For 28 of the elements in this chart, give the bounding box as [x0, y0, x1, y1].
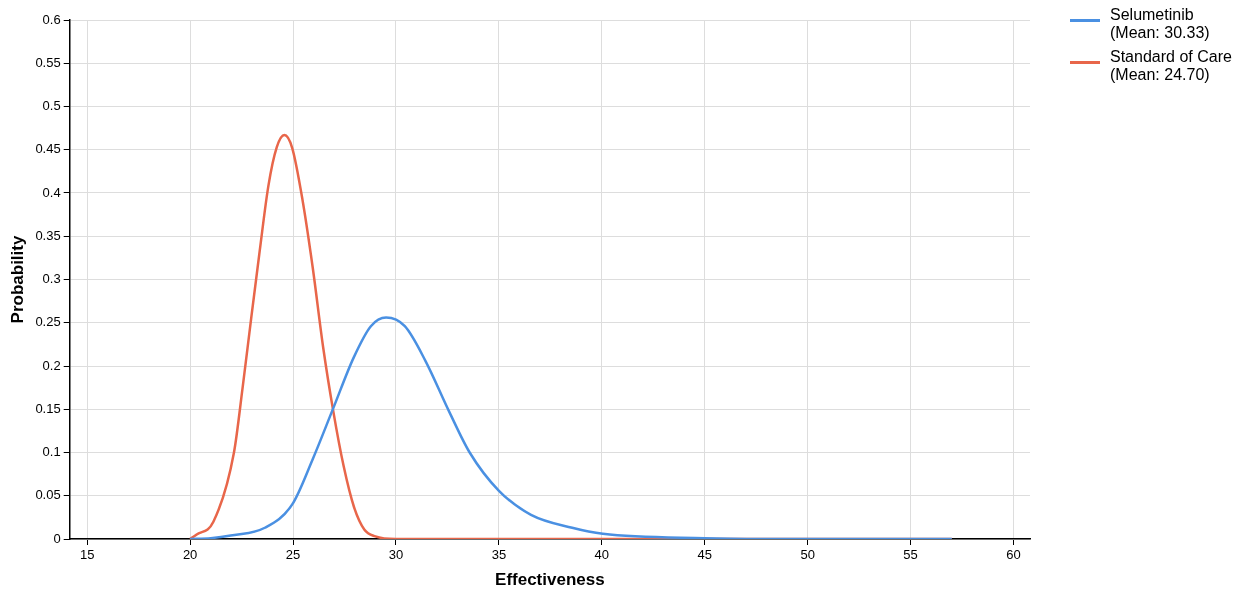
x-tick-label: 25	[285, 547, 301, 563]
y-tick-label: 0.55	[35, 54, 61, 70]
x-tick-label: 35	[491, 547, 507, 563]
y-tick-label: 0.05	[35, 487, 61, 503]
x-tick-label: 40	[594, 547, 610, 563]
y-tick-label: 0.5	[42, 98, 61, 114]
line-series	[188, 316, 954, 539]
x-tick-label: 30	[388, 547, 404, 563]
x-tick-label: 60	[1006, 547, 1021, 563]
legend-label: Selumetinib (Mean: 30.33)	[1110, 6, 1211, 42]
x-axis-title: Effectiveness	[495, 570, 605, 590]
y-axis-title: Probability	[7, 235, 27, 324]
x-tick-label: 45	[697, 547, 712, 563]
y-tick-label: 0.25	[35, 314, 61, 330]
y-tick-label: 0	[53, 530, 61, 546]
y-tick-label: 0.4	[42, 184, 61, 200]
x-tick-label: 55	[903, 547, 918, 563]
y-tick-label: 0.6	[42, 11, 61, 27]
y-tick-label: 0.2	[42, 357, 61, 373]
y-tick-label: 0.35	[35, 227, 61, 243]
x-tick-label: 20	[182, 547, 198, 563]
y-tick-label: 0.1	[42, 444, 61, 460]
x-tick-label: 50	[800, 547, 815, 563]
x-tick-label: 15	[79, 547, 95, 563]
y-tick-label: 0.45	[35, 141, 61, 157]
legend-label: Standard of Care (Mean: 24.70)	[1110, 48, 1233, 84]
y-tick-label: 0.15	[35, 400, 61, 416]
y-tick-label: 0.3	[42, 271, 61, 287]
